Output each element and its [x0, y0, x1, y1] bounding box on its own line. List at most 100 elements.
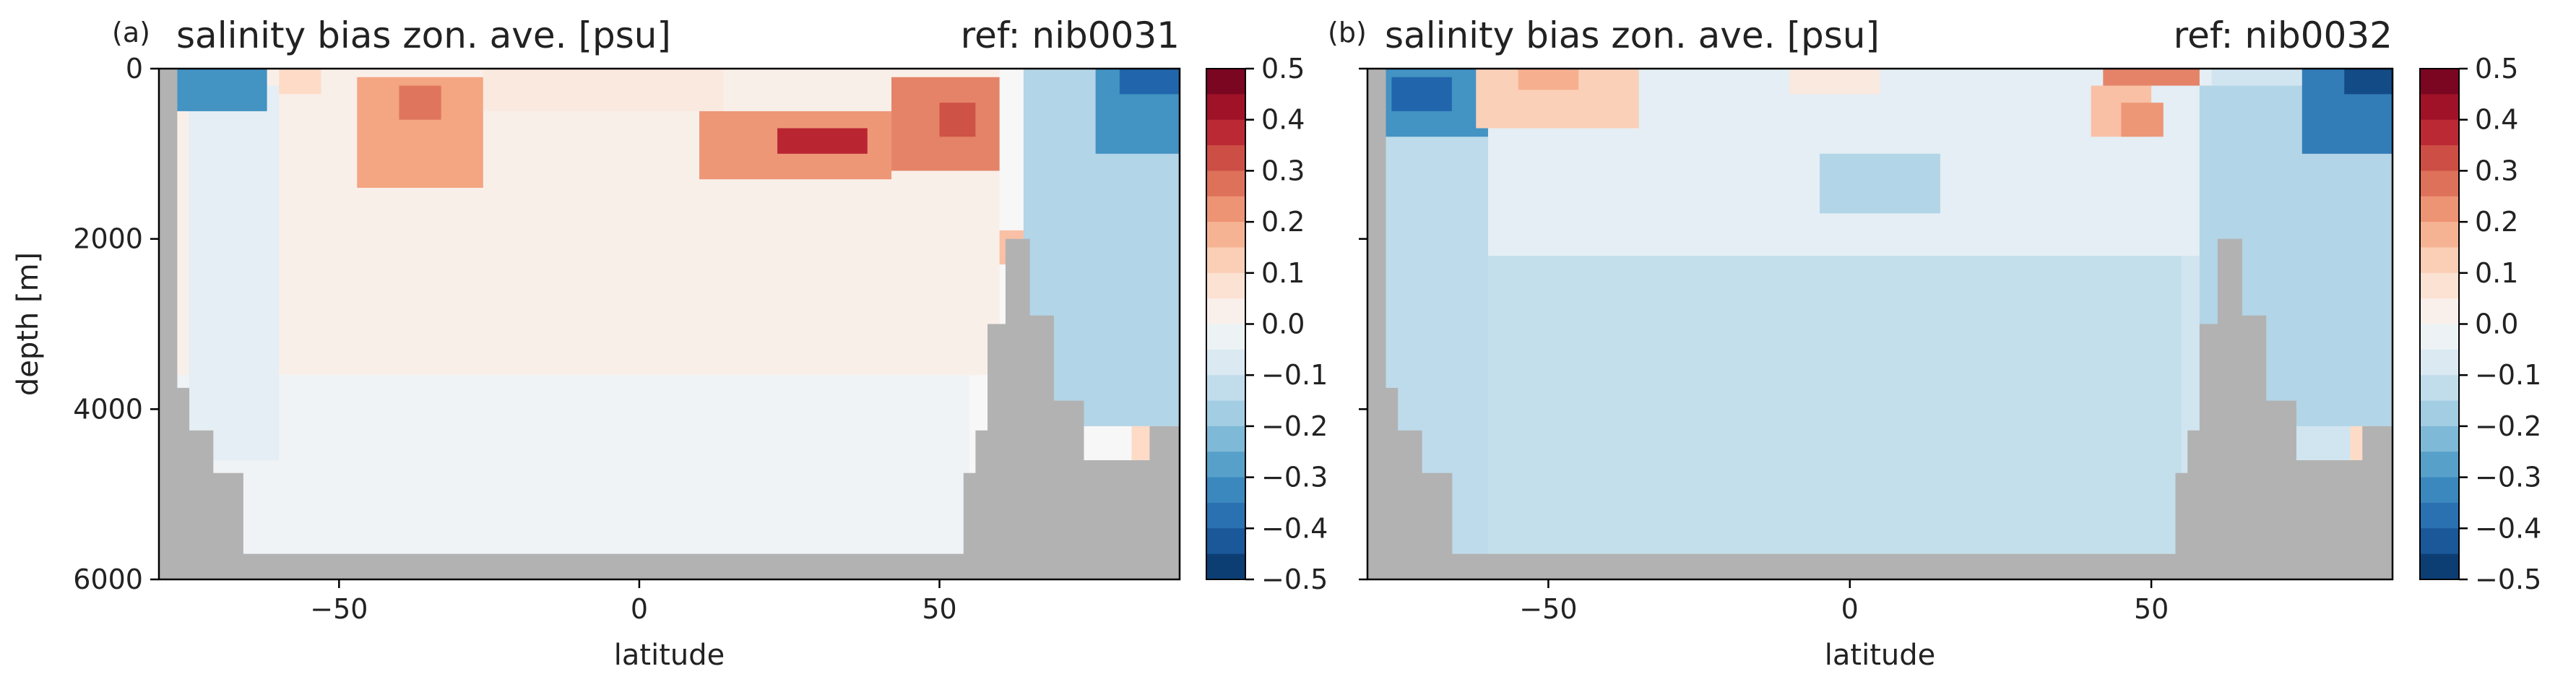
colorbar-tick-label: −0.4 [2475, 512, 2541, 544]
heatmap-cell [170, 69, 267, 111]
colorbar-segment [1206, 375, 1245, 402]
land-mask [189, 430, 214, 579]
colorbar-tick-label: 0.0 [2475, 308, 2518, 340]
reference-label: ref: nib0032 [2174, 14, 2393, 56]
y-tick-label: 2000 [73, 223, 143, 255]
colorbar-segment [2420, 298, 2459, 325]
heatmap-cell [1119, 69, 1180, 95]
colorbar-tick-label: −0.2 [2475, 410, 2541, 442]
colorbar-segment [1206, 553, 1245, 580]
colorbar-tick-label: 0.3 [1261, 155, 1305, 186]
land-mask [2217, 238, 2242, 579]
colorbar-segment [2420, 349, 2459, 376]
colorbar-segment [2420, 119, 2459, 146]
colorbar-segment [1206, 477, 1245, 504]
colorbar-segment [2420, 553, 2459, 580]
colorbar-segment [1206, 145, 1245, 171]
plot-frame [157, 67, 1181, 581]
colorbar-segment [2420, 375, 2459, 402]
land-mask [212, 472, 243, 579]
land-mask [1386, 387, 1399, 579]
heatmap-cell [279, 69, 321, 95]
colorbar-segment [1206, 349, 1245, 376]
heatmap-cell [1789, 69, 1880, 95]
y-axis-label: depth [m] [12, 252, 45, 396]
colorbar: 0.5 0.4 0.3 0.2 0.1 0.0 −0.1 −0.2 −0.3 −0.4 −0.5 [2419, 53, 2541, 595]
colorbar-segment [1206, 222, 1245, 249]
colorbar-segment [2420, 502, 2459, 529]
heatmap-cell [2103, 69, 2200, 86]
colorbar-segment [1206, 452, 1245, 478]
chart-title: salinity bias zon. ave. [psu] [1385, 14, 1880, 56]
colorbar-tick-label: −0.4 [1261, 512, 1328, 544]
colorbar-tick-label: −0.3 [2475, 462, 2541, 493]
colorbar-tick-label: 0.2 [2475, 206, 2518, 238]
colorbar-segment [2420, 400, 2459, 427]
land-mask [1422, 472, 1453, 579]
colorbar-tick-label: 0.3 [2475, 155, 2518, 186]
colorbar-tick-label: −0.5 [2475, 564, 2541, 595]
colorbar-tick-label: 0.1 [2475, 257, 2518, 289]
colorbar-segment [2420, 196, 2459, 223]
heatmap-cell [1131, 426, 1150, 461]
colorbar-segment [1206, 69, 1245, 95]
heatmap-cell [2121, 103, 2164, 137]
y-tick-label: 0 [126, 53, 143, 85]
colorbar-segment [2420, 170, 2459, 197]
panel-label: (a) [112, 17, 150, 48]
colorbar-segment [2420, 477, 2459, 504]
heatmap-cell [939, 103, 976, 137]
colorbar-tick-label: −0.5 [1261, 564, 1328, 595]
colorbar-segment [2420, 272, 2459, 299]
x-tick-label: 50 [922, 593, 956, 625]
land-mask [2175, 472, 2188, 579]
land-mask [2187, 430, 2200, 579]
colorbar-segment [1206, 94, 1245, 121]
colorbar-segment [1206, 272, 1245, 299]
land-mask [2362, 426, 2393, 579]
colorbar-segment [2420, 94, 2459, 121]
colorbar-tick-label: 0.4 [1261, 104, 1305, 136]
colorbar-tick-label: 0.5 [2475, 53, 2518, 85]
colorbar-segment [1206, 400, 1245, 427]
x-tick-label: −50 [1519, 593, 1577, 625]
colorbar-segment [1206, 247, 1245, 274]
colorbar-tick-label: −0.2 [1261, 410, 1328, 442]
land-mask [1397, 430, 1422, 579]
colorbar-tick-label: 0.4 [2475, 104, 2518, 136]
colorbar-segment [2420, 145, 2459, 171]
x-tick-label: 50 [2134, 593, 2169, 625]
colorbar-segment [2420, 324, 2459, 350]
colorbar-segment [2420, 69, 2459, 95]
heatmap-cell [1487, 256, 2182, 554]
colorbar-segment [1206, 196, 1245, 223]
land-mask [243, 553, 964, 579]
land-mask [1084, 460, 1150, 579]
colorbar-segment [1206, 426, 1245, 452]
land-mask [987, 324, 1006, 579]
panel-label: (b) [1328, 17, 1367, 48]
x-axis-label: latitude [614, 639, 725, 672]
heatmap-cell [189, 85, 280, 461]
land-mask [2199, 324, 2218, 579]
colorbar-tick-label: 0.1 [1261, 257, 1305, 289]
heatmap-cell [483, 69, 724, 111]
panel-b: −50 0 50 latitude (b) salinity bias zon. ave.… [1328, 14, 2541, 672]
land-mask [159, 69, 178, 579]
heatmap-field [1367, 69, 2393, 579]
colorbar-tick-label: −0.3 [1261, 462, 1328, 493]
heatmap-cell [1391, 77, 1452, 111]
land-mask [2242, 315, 2267, 579]
colorbar-segment [2420, 247, 2459, 274]
heatmap-cell [777, 128, 868, 154]
reference-label: ref: nib0031 [961, 14, 1180, 56]
heatmap-cell [170, 375, 970, 554]
colorbar-segment [1206, 528, 1245, 555]
colorbar-tick-label: 0.0 [1261, 308, 1305, 340]
colorbar-tick-label: 0.5 [1261, 53, 1305, 85]
colorbar-segment [1206, 298, 1245, 325]
colorbar-tick-label: −0.1 [1261, 359, 1328, 391]
land-mask [963, 472, 976, 579]
land-mask [2296, 460, 2363, 579]
